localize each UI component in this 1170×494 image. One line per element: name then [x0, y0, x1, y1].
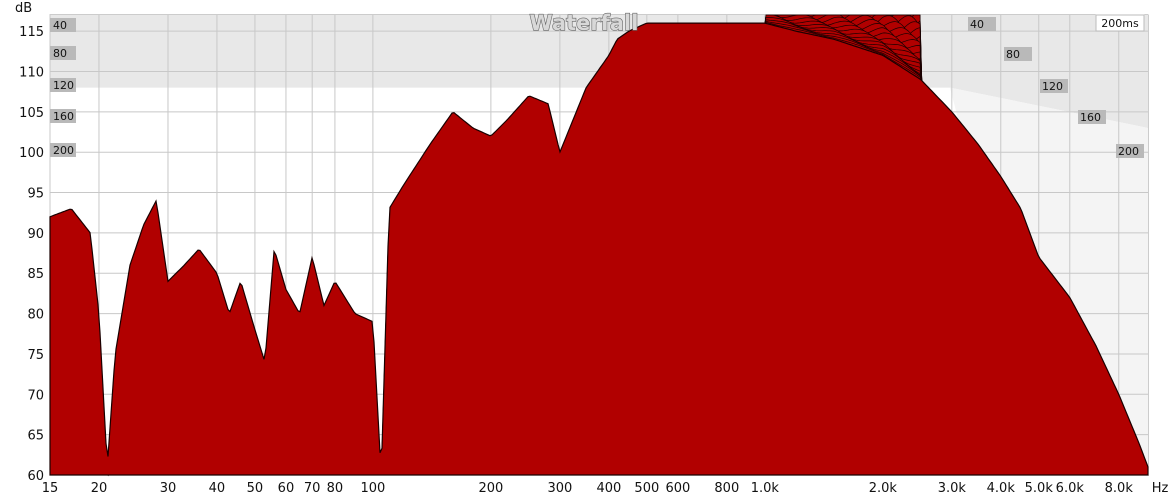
- x-tick-label: 8.0k: [1105, 481, 1134, 494]
- time-tag-right-box: [1040, 79, 1068, 93]
- time-tag-right: 80: [1006, 48, 1020, 61]
- x-tick-label: 40: [209, 481, 226, 494]
- y-tick-label: 110: [19, 65, 44, 80]
- time-axis-labels: 40 40 80 80 120 120 160 160 200 200: [50, 17, 1144, 158]
- x-tick-label: 50: [247, 481, 264, 494]
- x-tick-label: 600: [665, 481, 690, 494]
- time-tag-right: 160: [1080, 111, 1101, 124]
- time-tag-right: 40: [970, 18, 984, 31]
- time-tag-left: 160: [53, 110, 74, 123]
- time-tag-right: 120: [1042, 80, 1063, 93]
- x-tick-label: 15: [42, 481, 59, 494]
- time-window-label: 200ms: [1101, 17, 1139, 30]
- y-tick-label: 95: [27, 187, 44, 202]
- y-tick-label: 115: [19, 25, 44, 40]
- x-tick-label: 2.0k: [869, 481, 898, 494]
- x-tick-label: 300: [547, 481, 572, 494]
- x-tick-label: 400: [596, 481, 621, 494]
- time-tag-left-box: [50, 46, 76, 60]
- y-tick-label: 75: [27, 348, 44, 363]
- time-tag-right-box: [968, 17, 996, 31]
- x-tick-label: 6.0k: [1056, 481, 1085, 494]
- y-tick-label: 90: [27, 227, 44, 242]
- waterfall-slices: [49, 14, 1149, 477]
- x-tick-label: 200: [478, 481, 503, 494]
- time-tag-right-box: [1004, 47, 1032, 61]
- x-tick-label: 80: [327, 481, 344, 494]
- time-tag-left: 200: [53, 144, 74, 157]
- time-tag-left: 40: [53, 19, 67, 32]
- y-tick-label: 70: [27, 388, 44, 403]
- time-tag-left: 120: [53, 79, 74, 92]
- time-tag-left-box: [50, 78, 76, 92]
- y-tick-label: 60: [27, 469, 44, 484]
- y-tick-label: 85: [27, 267, 44, 282]
- x-tick-label: 4.0k: [987, 481, 1016, 494]
- x-tick-label: 800: [714, 481, 739, 494]
- y-tick-label: 105: [19, 106, 44, 121]
- x-tick-label: 20: [91, 481, 108, 494]
- y-tick-label: 65: [27, 429, 44, 444]
- x-tick-label: 500: [634, 481, 659, 494]
- x-tick-label: 5.0k: [1025, 481, 1054, 494]
- y-axis: 60 65 70 75 80 85 90 95 100 105 110 115: [19, 25, 44, 484]
- y-tick-label: 100: [19, 146, 44, 161]
- x-axis: 15 20 30 40 50 60 70 80 100 200 300 400 500 600 800 1.0…: [42, 481, 1169, 494]
- x-tick-label: 1.0k: [751, 481, 780, 494]
- time-tag-right-box: [1116, 144, 1144, 158]
- x-axis-unit: Hz: [1152, 481, 1169, 494]
- time-tag-right-box: [1078, 110, 1106, 124]
- time-tag-left: 80: [53, 47, 67, 60]
- y-tick-label: 80: [27, 308, 44, 323]
- y-axis-unit: dB: [15, 1, 32, 16]
- x-tick-label: 30: [160, 481, 177, 494]
- chart-title: Waterfall: [530, 11, 639, 35]
- time-tag-left-box: [50, 143, 76, 157]
- x-tick-label: 100: [360, 481, 385, 494]
- x-tick-label: 3.0k: [938, 481, 967, 494]
- time-tag-left-box: [50, 109, 76, 123]
- x-tick-label: 70: [304, 481, 321, 494]
- waterfall-slice-front: [49, 22, 1149, 476]
- x-tick-label: 60: [278, 481, 295, 494]
- time-tag-right: 200: [1118, 145, 1139, 158]
- time-tag-left-box: [50, 18, 76, 32]
- time-window-box: [1095, 14, 1145, 32]
